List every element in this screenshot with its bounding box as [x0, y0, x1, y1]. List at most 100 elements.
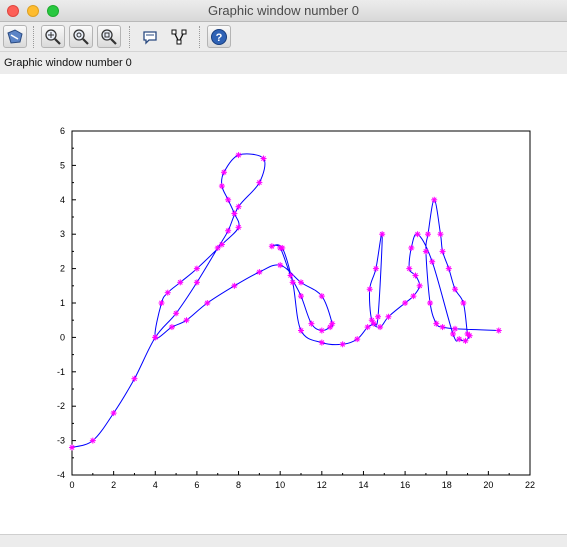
zoom-out-icon — [73, 28, 89, 45]
zoom-window-button[interactable] — [47, 5, 59, 17]
x-tick-label: 2 — [111, 480, 116, 490]
data-point — [152, 334, 159, 341]
title-bar: Graphic window number 0 — [0, 0, 567, 22]
x-tick-label: 10 — [275, 480, 285, 490]
data-point — [408, 244, 415, 251]
data-point — [256, 269, 263, 276]
data-point — [495, 327, 502, 334]
data-point — [385, 313, 392, 320]
data-point — [298, 327, 304, 334]
data-point — [462, 337, 469, 344]
data-point — [110, 410, 117, 417]
zoom-in-button[interactable] — [41, 25, 65, 48]
x-tick-label: 14 — [358, 480, 368, 490]
rotate-tool-button[interactable] — [3, 25, 27, 48]
data-point — [449, 330, 456, 337]
minimize-window-button[interactable] — [27, 5, 39, 17]
series-line — [71, 153, 499, 448]
help-icon: ? — [211, 28, 227, 45]
data-point — [279, 244, 286, 251]
data-point — [437, 231, 444, 238]
data-point — [277, 262, 284, 269]
data-point — [231, 210, 238, 217]
zoom-fit-icon — [101, 28, 117, 45]
data-point — [368, 317, 375, 324]
y-tick-label: -1 — [57, 367, 65, 377]
data-point — [439, 324, 446, 331]
data-point — [375, 313, 382, 320]
y-tick-label: 6 — [60, 126, 65, 136]
data-point — [214, 244, 221, 251]
zoom-in-icon — [45, 28, 61, 45]
data-point — [158, 300, 165, 306]
data-point — [372, 265, 379, 272]
data-point — [416, 282, 423, 289]
data-point — [218, 183, 225, 190]
data-point — [298, 279, 304, 286]
x-tick-label: 12 — [317, 480, 327, 490]
zoom-out-button[interactable] — [69, 25, 93, 48]
data-point — [431, 196, 438, 203]
y-tick-label: -2 — [57, 401, 65, 411]
plot-area[interactable]: 0 2 4 6 8 10 12 14 16 18 20 22 -4 -3 -2 -1 0 1 2 3 4 5 6 — [0, 74, 567, 534]
window-title: Graphic window number 0 — [207, 3, 360, 18]
data-point — [456, 336, 463, 343]
data-point — [439, 248, 446, 255]
data-point — [298, 293, 304, 300]
data-point — [183, 317, 190, 324]
data-point — [460, 300, 467, 306]
y-tick-label: 1 — [60, 298, 65, 308]
y-tick-label: 3 — [60, 229, 65, 239]
data-point — [69, 444, 75, 451]
data-point — [218, 241, 225, 248]
data-point — [364, 324, 371, 331]
data-point — [220, 169, 227, 176]
y-tick-label: 0 — [60, 332, 65, 342]
datatip-button[interactable] — [138, 25, 162, 48]
data-point — [464, 330, 471, 337]
status-bar — [0, 534, 567, 547]
data-point — [452, 286, 459, 293]
data-point — [318, 339, 325, 346]
data-point — [256, 179, 263, 186]
data-point — [225, 196, 232, 203]
data-point — [427, 300, 434, 306]
y-tick-label: 5 — [60, 160, 65, 170]
close-window-button[interactable] — [7, 5, 19, 17]
data-point — [424, 231, 431, 238]
data-point — [414, 231, 421, 238]
data-point — [377, 324, 384, 331]
datatip-edit-button[interactable] — [167, 25, 191, 48]
rotate-icon — [7, 29, 23, 44]
x-tick-label: 8 — [236, 480, 241, 490]
y-tick-label: 4 — [60, 195, 65, 205]
data-point — [89, 437, 96, 444]
data-point — [327, 324, 334, 331]
x-tick-label: 4 — [153, 480, 158, 490]
x-tick-label: 22 — [525, 480, 535, 490]
data-point — [204, 300, 211, 306]
data-point — [235, 152, 242, 159]
data-point — [193, 265, 200, 272]
data-point — [422, 248, 429, 255]
data-point — [168, 324, 175, 331]
data-point — [329, 320, 336, 327]
x-tick-label: 0 — [69, 480, 74, 490]
data-point — [231, 282, 238, 289]
data-point — [225, 227, 232, 234]
data-point — [131, 375, 138, 382]
data-point — [366, 286, 373, 293]
data-point — [339, 341, 346, 348]
help-button[interactable]: ? — [207, 25, 231, 48]
data-point — [289, 279, 296, 286]
data-point — [318, 293, 325, 300]
y-tick-label: 2 — [60, 264, 65, 274]
x-tick-label: 20 — [483, 480, 493, 490]
toolbar: ? — [0, 22, 567, 52]
data-point — [308, 320, 315, 327]
svg-text:?: ? — [216, 32, 223, 44]
info-text: Graphic window number 0 — [4, 57, 132, 69]
zoom-fit-button[interactable] — [97, 25, 121, 48]
data-point — [402, 300, 409, 306]
